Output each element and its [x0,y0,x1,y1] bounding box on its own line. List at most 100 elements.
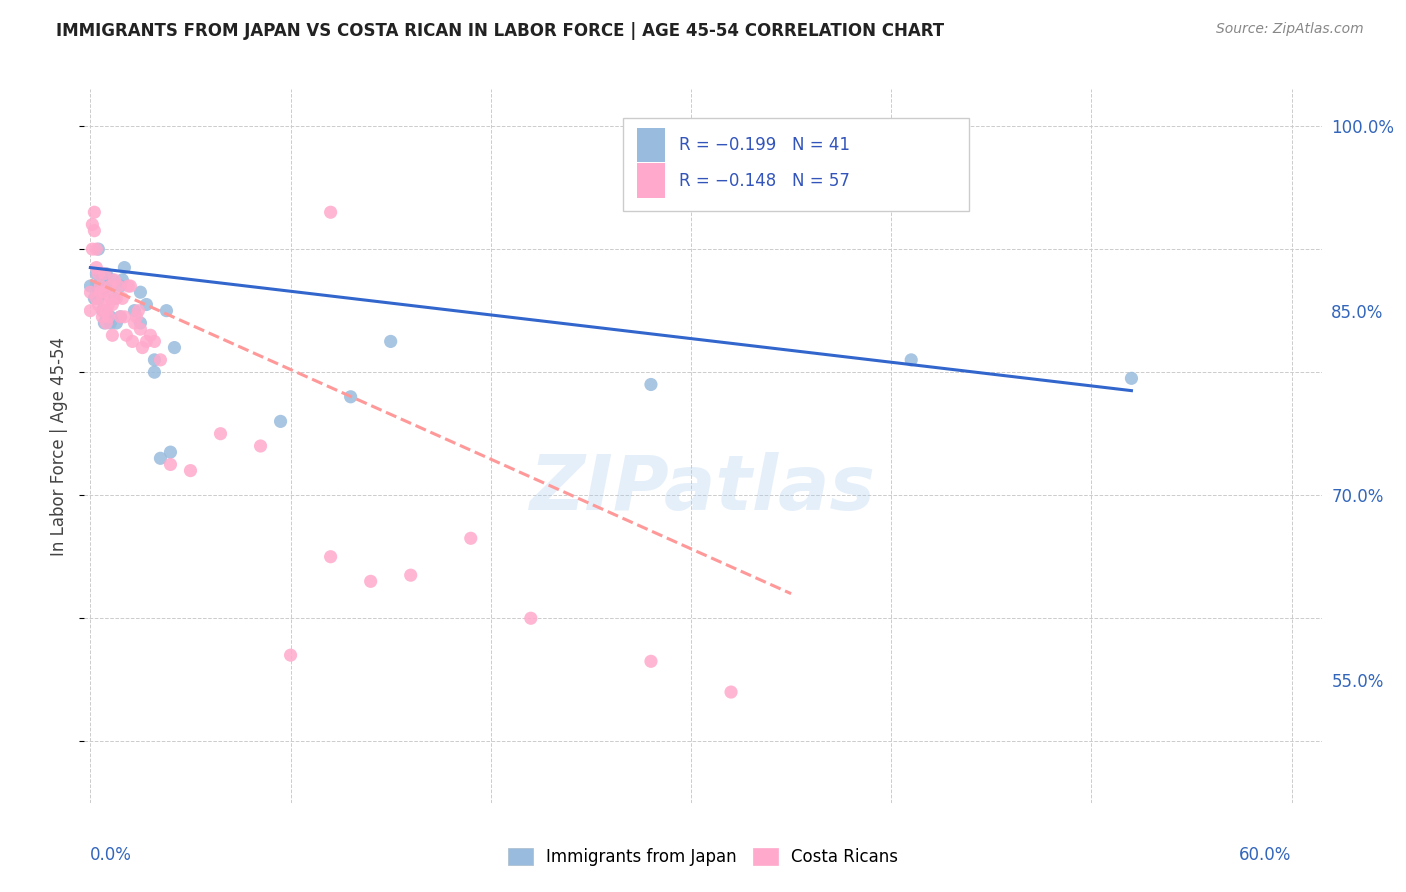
Point [89,267,111,281]
Point [86,242,108,256]
Point [143,352,166,367]
Point [111,273,134,287]
Point [105,291,128,305]
Point [101,297,124,311]
Text: ZIPatlas: ZIPatlas [530,452,876,525]
FancyBboxPatch shape [623,118,969,211]
Point [105,316,128,330]
Point [101,273,124,287]
Point [163,341,186,355]
Point [111,291,134,305]
Point [149,451,172,466]
Point [117,279,139,293]
Point [110,310,132,324]
Point [97,310,120,324]
Point [82,218,104,232]
Point [360,574,382,589]
Text: 0.0%: 0.0% [90,846,132,863]
Point [100,316,122,330]
Point [91,310,114,324]
Point [100,310,122,324]
Point [120,279,142,293]
Point [87,297,110,311]
Point [97,279,120,293]
Point [89,285,111,300]
Point [124,316,146,330]
Point [900,352,922,367]
Point [720,685,742,699]
FancyBboxPatch shape [637,128,665,162]
Point [96,316,118,330]
Point [135,297,157,311]
Point [159,445,181,459]
Point [100,279,122,293]
Point [103,291,125,305]
FancyBboxPatch shape [637,163,665,198]
Point [79,285,101,300]
Point [129,285,152,300]
Point [110,310,132,324]
Point [640,654,662,668]
Point [100,291,122,305]
Point [87,242,110,256]
Point [82,242,104,256]
Point [93,316,115,330]
Point [249,439,271,453]
Point [179,464,201,478]
Point [640,377,662,392]
Point [399,568,422,582]
Point [86,291,108,305]
Point [209,426,232,441]
Text: R = −0.199   N = 41: R = −0.199 N = 41 [679,136,851,153]
Point [93,285,115,300]
Point [129,316,152,330]
Point [101,328,124,343]
Point [143,365,166,379]
Point [91,303,114,318]
Point [131,341,153,355]
Point [89,285,111,300]
Point [107,279,129,293]
Point [319,205,342,219]
Point [93,273,115,287]
Point [159,458,181,472]
Point [83,205,105,219]
Point [127,303,149,318]
Point [103,273,125,287]
Point [79,303,101,318]
Point [139,328,162,343]
Point [112,310,135,324]
Legend: Immigrants from Japan, Costa Ricans: Immigrants from Japan, Costa Ricans [499,840,907,875]
Point [112,260,135,275]
Point [83,291,105,305]
Point [280,648,302,662]
Point [91,285,114,300]
Point [270,414,292,428]
Point [83,224,105,238]
Point [121,334,143,349]
Point [124,303,146,318]
Point [110,279,132,293]
Point [86,279,108,293]
Text: 60.0%: 60.0% [1239,846,1292,863]
Point [93,267,115,281]
Point [97,279,120,293]
Point [125,310,148,324]
Point [115,328,138,343]
Point [89,279,111,293]
Point [97,297,120,311]
Point [1121,371,1143,385]
Y-axis label: In Labor Force | Age 45-54: In Labor Force | Age 45-54 [51,336,69,556]
Point [460,531,482,545]
Point [129,322,152,336]
Point [96,303,118,318]
Text: IMMIGRANTS FROM JAPAN VS COSTA RICAN IN LABOR FORCE | AGE 45-54 CORRELATION CHAR: IMMIGRANTS FROM JAPAN VS COSTA RICAN IN … [56,22,945,40]
Point [339,390,361,404]
Point [149,352,172,367]
Text: R = −0.148   N = 57: R = −0.148 N = 57 [679,171,851,189]
Point [155,303,177,318]
Point [96,267,118,281]
Point [135,334,157,349]
Point [87,267,110,281]
Point [96,310,118,324]
